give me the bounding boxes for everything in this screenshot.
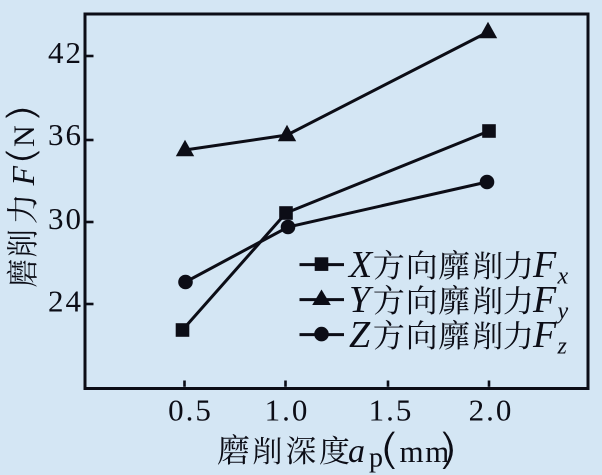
svg-text:1.0: 1.0 xyxy=(265,392,310,427)
svg-text:2.0: 2.0 xyxy=(469,392,514,427)
svg-text:42: 42 xyxy=(48,35,83,70)
svg-text:y: y xyxy=(556,299,569,325)
svg-text:F: F xyxy=(532,244,557,286)
svg-text:F: F xyxy=(532,314,557,356)
svg-text:mm: mm xyxy=(400,434,451,469)
svg-text:a: a xyxy=(348,433,365,470)
svg-text:1.5: 1.5 xyxy=(369,392,414,427)
svg-text:0.5: 0.5 xyxy=(168,392,213,427)
svg-text:Y: Y xyxy=(349,279,374,321)
svg-text:x: x xyxy=(557,264,569,290)
svg-text:Z: Z xyxy=(349,314,371,356)
svg-text:N: N xyxy=(8,125,41,147)
svg-text:X: X xyxy=(347,244,374,286)
svg-text:F: F xyxy=(5,166,41,187)
svg-text:F: F xyxy=(532,279,557,321)
svg-text:p: p xyxy=(369,443,383,474)
svg-text:z: z xyxy=(557,334,568,360)
svg-text:24: 24 xyxy=(48,284,83,319)
svg-text:30: 30 xyxy=(48,201,83,236)
svg-text:36: 36 xyxy=(48,117,83,152)
